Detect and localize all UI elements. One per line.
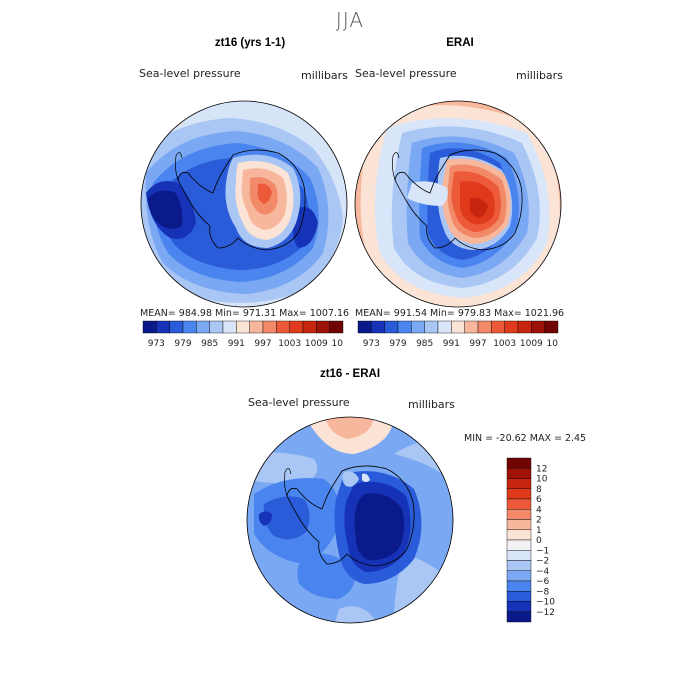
left-stats: MEAN= 984.98 Min= 971.31 Max= 1007.16 [140,308,350,319]
diff-colorbar-tick-label: −6 [536,577,550,587]
left-colorbar-swatch [142,320,157,334]
diff-colorbar-tick-label: −2 [536,557,549,567]
right-colorbar-swatch [357,320,372,334]
right-colorbar-tick-label: 973 [363,339,380,349]
left-colorbar-swatch [249,320,264,334]
diff-panel-title: zt16 - ERAI [319,368,381,380]
diff-colorbar-swatch [506,560,532,571]
left-colorbar-swatch [182,320,197,334]
diff-colorbar-tick-label: 2 [536,516,542,526]
left-colorbar-tick-label: 991 [228,339,245,349]
diff-colorbar-swatch [506,570,532,582]
diff-colorbar-tick-label: −8 [536,587,550,597]
left-colorbar-tick-label: 997 [254,339,271,349]
right-colorbar-swatch [384,320,399,334]
diff-colorbar-swatch [506,539,532,551]
left-colorbar-swatch [209,320,224,334]
right-colorbar-tick-label: 985 [416,339,433,349]
left-colorbar-swatch [329,320,344,334]
diff-colorbar-swatch [506,550,532,561]
left-colorbar-swatch [302,320,317,334]
left-colorbar-swatch [196,320,210,334]
diff-colorbar-tick-label: 10 [536,475,548,485]
diff-colorbar-swatch [506,611,532,623]
diff-colorbar-tick-label: −12 [536,608,555,618]
left-colorbar-swatch [236,320,250,334]
diff-colorbar-swatch [506,457,532,469]
left-colorbar-swatch [316,320,330,334]
right-colorbar-swatch [397,320,412,334]
diff-units-label: millibars [408,398,455,411]
left-colorbar-swatch [276,320,290,334]
right-colorbar-swatch [491,320,505,334]
left-colorbar: 973 979 985 991 997 1003 1009 1015 [142,320,344,349]
right-colorbar-swatch [544,320,559,334]
right-colorbar-swatch [477,320,492,334]
right-colorbar-swatch [437,320,452,334]
right-units-label: millibars [516,69,563,82]
diff-colorbar-swatch [506,591,532,602]
left-colorbar-swatch [289,320,304,334]
left-colorbar-tick-label: 1015 [332,339,344,349]
right-colorbar: 973 979 985 991 997 1003 1009 1015 [357,320,559,349]
right-colorbar-tick-label: 997 [469,339,486,349]
right-colorbar-swatch [411,320,425,334]
diff-colorbar-swatch [506,468,532,479]
diff-colorbar-tick-label: 8 [536,485,542,495]
diff-colorbar-tick-label: 6 [536,495,542,505]
diff-colorbar-swatch [506,478,532,489]
right-map [354,100,562,308]
right-colorbar-tick-label: 1015 [547,339,559,349]
diff-colorbar-tick-label: 1 [536,526,542,536]
diff-colorbar-swatch [506,519,532,530]
right-colorbar-tick-label: 1009 [520,339,543,349]
left-colorbar-tick-label: 1009 [305,339,328,349]
diff-colorbar-swatch [506,498,532,510]
right-stats: MEAN= 991.54 Min= 979.83 Max= 1021.96 [355,308,565,319]
right-colorbar-tick-label: 979 [389,339,406,349]
right-colorbar-tick-label: 991 [443,339,460,349]
diff-colorbar-tick-label: 12 [536,464,547,474]
diff-colorbar-swatch [506,601,532,612]
diff-colorbar-tick-label: 4 [536,505,542,515]
diff-colorbar-swatch [506,529,532,541]
left-colorbar-tick-label: 985 [201,339,218,349]
diff-colorbar-swatch [506,580,532,592]
left-colorbar-tick-label: 979 [174,339,191,349]
diff-colorbar-swatch [506,509,532,520]
diff-colorbar-tick-label: 0 [536,536,542,546]
left-colorbar-tick-label: 1003 [278,339,301,349]
left-colorbar-swatch [262,320,277,334]
left-field-label: Sea-level pressure [139,67,241,80]
right-colorbar-swatch [464,320,479,334]
left-colorbar-swatch [169,320,184,334]
diff-colorbar-tick-label: −1 [536,546,549,556]
diff-field-label: Sea-level pressure [248,396,350,409]
left-panel-title: zt16 (yrs 1-1) [214,37,286,49]
diff-map [246,416,454,624]
diff-minmax: MIN = -20.62 MAX = 2.45 [464,433,587,444]
right-colorbar-swatch [371,320,385,334]
figure-title: JJA [335,8,365,32]
right-panel-title: ERAI [446,37,474,49]
left-units-label: millibars [301,69,348,82]
diff-colorbar-tick-label: −4 [536,567,550,577]
right-colorbar-swatch [531,320,545,334]
right-field-label: Sea-level pressure [355,67,457,80]
left-colorbar-tick-label: 973 [148,339,165,349]
right-colorbar-swatch [517,320,532,334]
left-colorbar-swatch [222,320,237,334]
left-colorbar-swatch [156,320,170,334]
diff-colorbar-tick-label: −10 [536,598,555,608]
right-colorbar-swatch [504,320,519,334]
left-map [140,100,348,308]
right-colorbar-swatch [424,320,439,334]
diff-colorbar-swatch [506,488,532,500]
right-colorbar-tick-label: 1003 [493,339,516,349]
right-colorbar-swatch [451,320,465,334]
